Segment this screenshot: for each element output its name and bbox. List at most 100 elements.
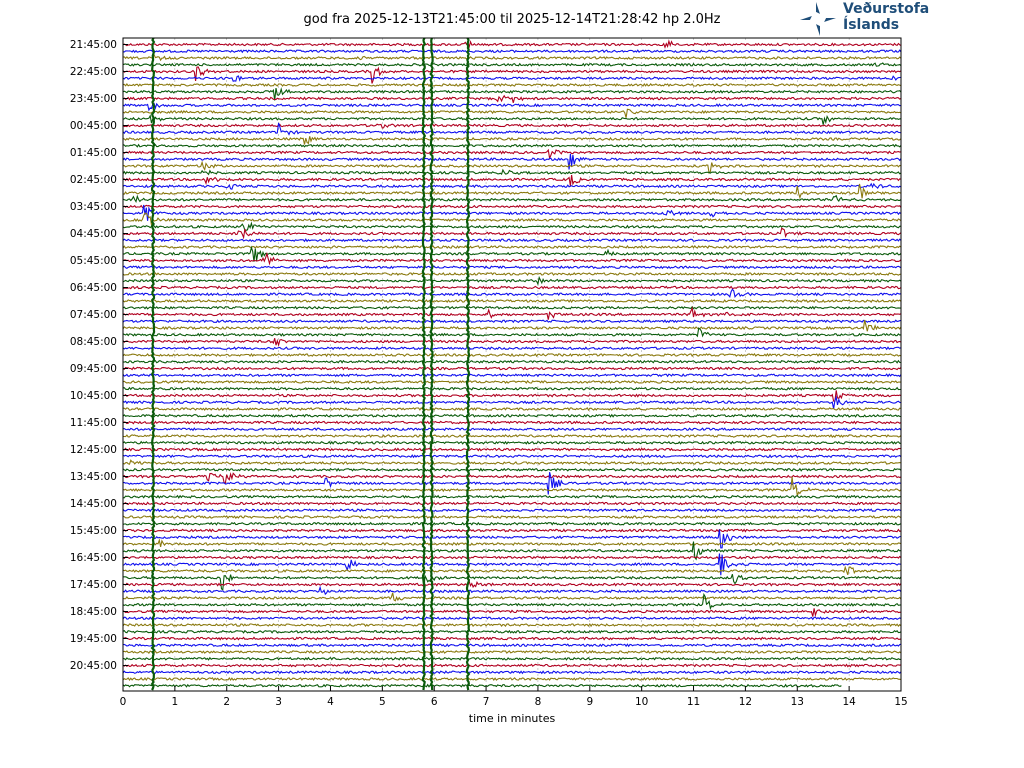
trace-line — [123, 160, 901, 175]
trace-line — [123, 245, 901, 262]
y-tick-label: 22:45:00 — [70, 66, 117, 78]
trace-line — [123, 636, 901, 641]
trace-line — [123, 153, 901, 170]
trace-line — [123, 663, 901, 668]
trace-line — [123, 553, 901, 576]
trace-line — [123, 440, 901, 445]
trace-line — [123, 650, 901, 654]
trace-line — [123, 420, 901, 425]
y-tick-label: 04:45:00 — [70, 228, 117, 240]
trace-line — [123, 136, 901, 145]
trace-line — [123, 656, 901, 661]
y-tick-label: 11:45:00 — [70, 417, 117, 429]
trace-line — [123, 168, 901, 176]
trace-line — [123, 494, 901, 499]
trace-line — [123, 275, 901, 286]
trace-line — [123, 346, 901, 351]
y-tick-label: 00:45:00 — [70, 120, 117, 132]
trace-line — [123, 373, 901, 378]
trace-line — [123, 616, 901, 621]
trace-line — [123, 285, 901, 290]
trace-line — [123, 183, 901, 200]
trace-line — [123, 629, 901, 634]
y-tick-label: 02:45:00 — [70, 174, 117, 186]
star-compass-icon — [800, 2, 836, 36]
trace-line — [123, 238, 901, 243]
y-tick-label: 07:45:00 — [70, 309, 117, 321]
trace-line — [123, 471, 901, 484]
trace-line — [123, 585, 901, 596]
x-tick-label: 11 — [687, 696, 700, 708]
trace-line — [123, 406, 901, 412]
trace-line — [123, 288, 901, 298]
trace-line — [123, 472, 901, 495]
trace-line — [123, 395, 901, 409]
y-tick-label: 19:45:00 — [70, 633, 117, 645]
trace-line — [123, 87, 901, 101]
vertical-event-streak — [421, 38, 427, 691]
x-tick-label: 13 — [791, 696, 804, 708]
trace-line — [123, 515, 901, 520]
trace-line — [123, 521, 901, 526]
trace-line — [123, 319, 901, 324]
logo-line1: Veðurstofa — [843, 1, 930, 17]
trace-line — [123, 447, 901, 452]
y-tick-label: 12:45:00 — [70, 444, 117, 456]
trace-line — [123, 272, 901, 277]
trace-line — [123, 608, 901, 618]
trace-line — [123, 541, 901, 561]
trace-line — [123, 327, 901, 338]
trace-line — [123, 306, 901, 320]
trace-line — [123, 508, 901, 513]
trace-line — [123, 245, 901, 249]
trace-line — [123, 555, 901, 560]
trace-line — [123, 66, 901, 84]
trace-line — [123, 683, 842, 688]
trace-line — [123, 529, 901, 549]
y-tick-label: 01:45:00 — [70, 147, 117, 159]
y-tick-label: 09:45:00 — [70, 363, 117, 375]
trace-line — [123, 528, 901, 533]
y-tick-label: 18:45:00 — [70, 606, 117, 618]
trace-line — [123, 62, 901, 67]
trace-line — [123, 108, 901, 118]
trace-line — [123, 352, 901, 358]
y-tick-label: 13:45:00 — [70, 471, 117, 483]
y-tick-label: 10:45:00 — [70, 390, 117, 402]
trace-line — [123, 643, 901, 648]
trace-line — [123, 433, 901, 438]
trace-line — [123, 338, 901, 348]
vertical-event-streak — [429, 38, 434, 691]
x-tick-label: 4 — [327, 696, 334, 708]
trace-line — [123, 467, 901, 472]
trace-line — [123, 75, 901, 82]
trace-line — [123, 305, 901, 310]
trace-line — [123, 501, 901, 506]
vertical-event-streak — [150, 38, 156, 691]
logo-line2: Íslands — [843, 17, 900, 33]
trace-line — [123, 592, 901, 602]
trace-line — [123, 390, 901, 402]
x-tick-label: 3 — [275, 696, 282, 708]
x-axis-label: time in minutes — [469, 712, 556, 725]
trace-line — [123, 182, 901, 190]
trace-line — [123, 538, 901, 548]
trace-line — [123, 366, 901, 371]
trace-line — [123, 204, 901, 209]
y-tick-label: 05:45:00 — [70, 255, 117, 267]
trace-line — [123, 49, 901, 54]
trace-line — [123, 676, 901, 681]
x-tick-label: 14 — [842, 696, 856, 708]
x-tick-label: 0 — [120, 696, 127, 708]
trace-line — [123, 670, 901, 675]
plot-frame — [122, 37, 902, 692]
trace-line — [123, 251, 901, 266]
trace-line — [123, 579, 901, 589]
chart-title: god fra 2025-12-13T21:45:00 til 2025-12-… — [303, 12, 721, 27]
trace-line — [123, 204, 901, 221]
y-tick-label: 08:45:00 — [70, 336, 117, 348]
trace-line — [123, 94, 901, 103]
y-tick-label: 17:45:00 — [70, 579, 117, 591]
x-tick-label: 10 — [635, 696, 648, 708]
trace-line — [123, 379, 901, 384]
